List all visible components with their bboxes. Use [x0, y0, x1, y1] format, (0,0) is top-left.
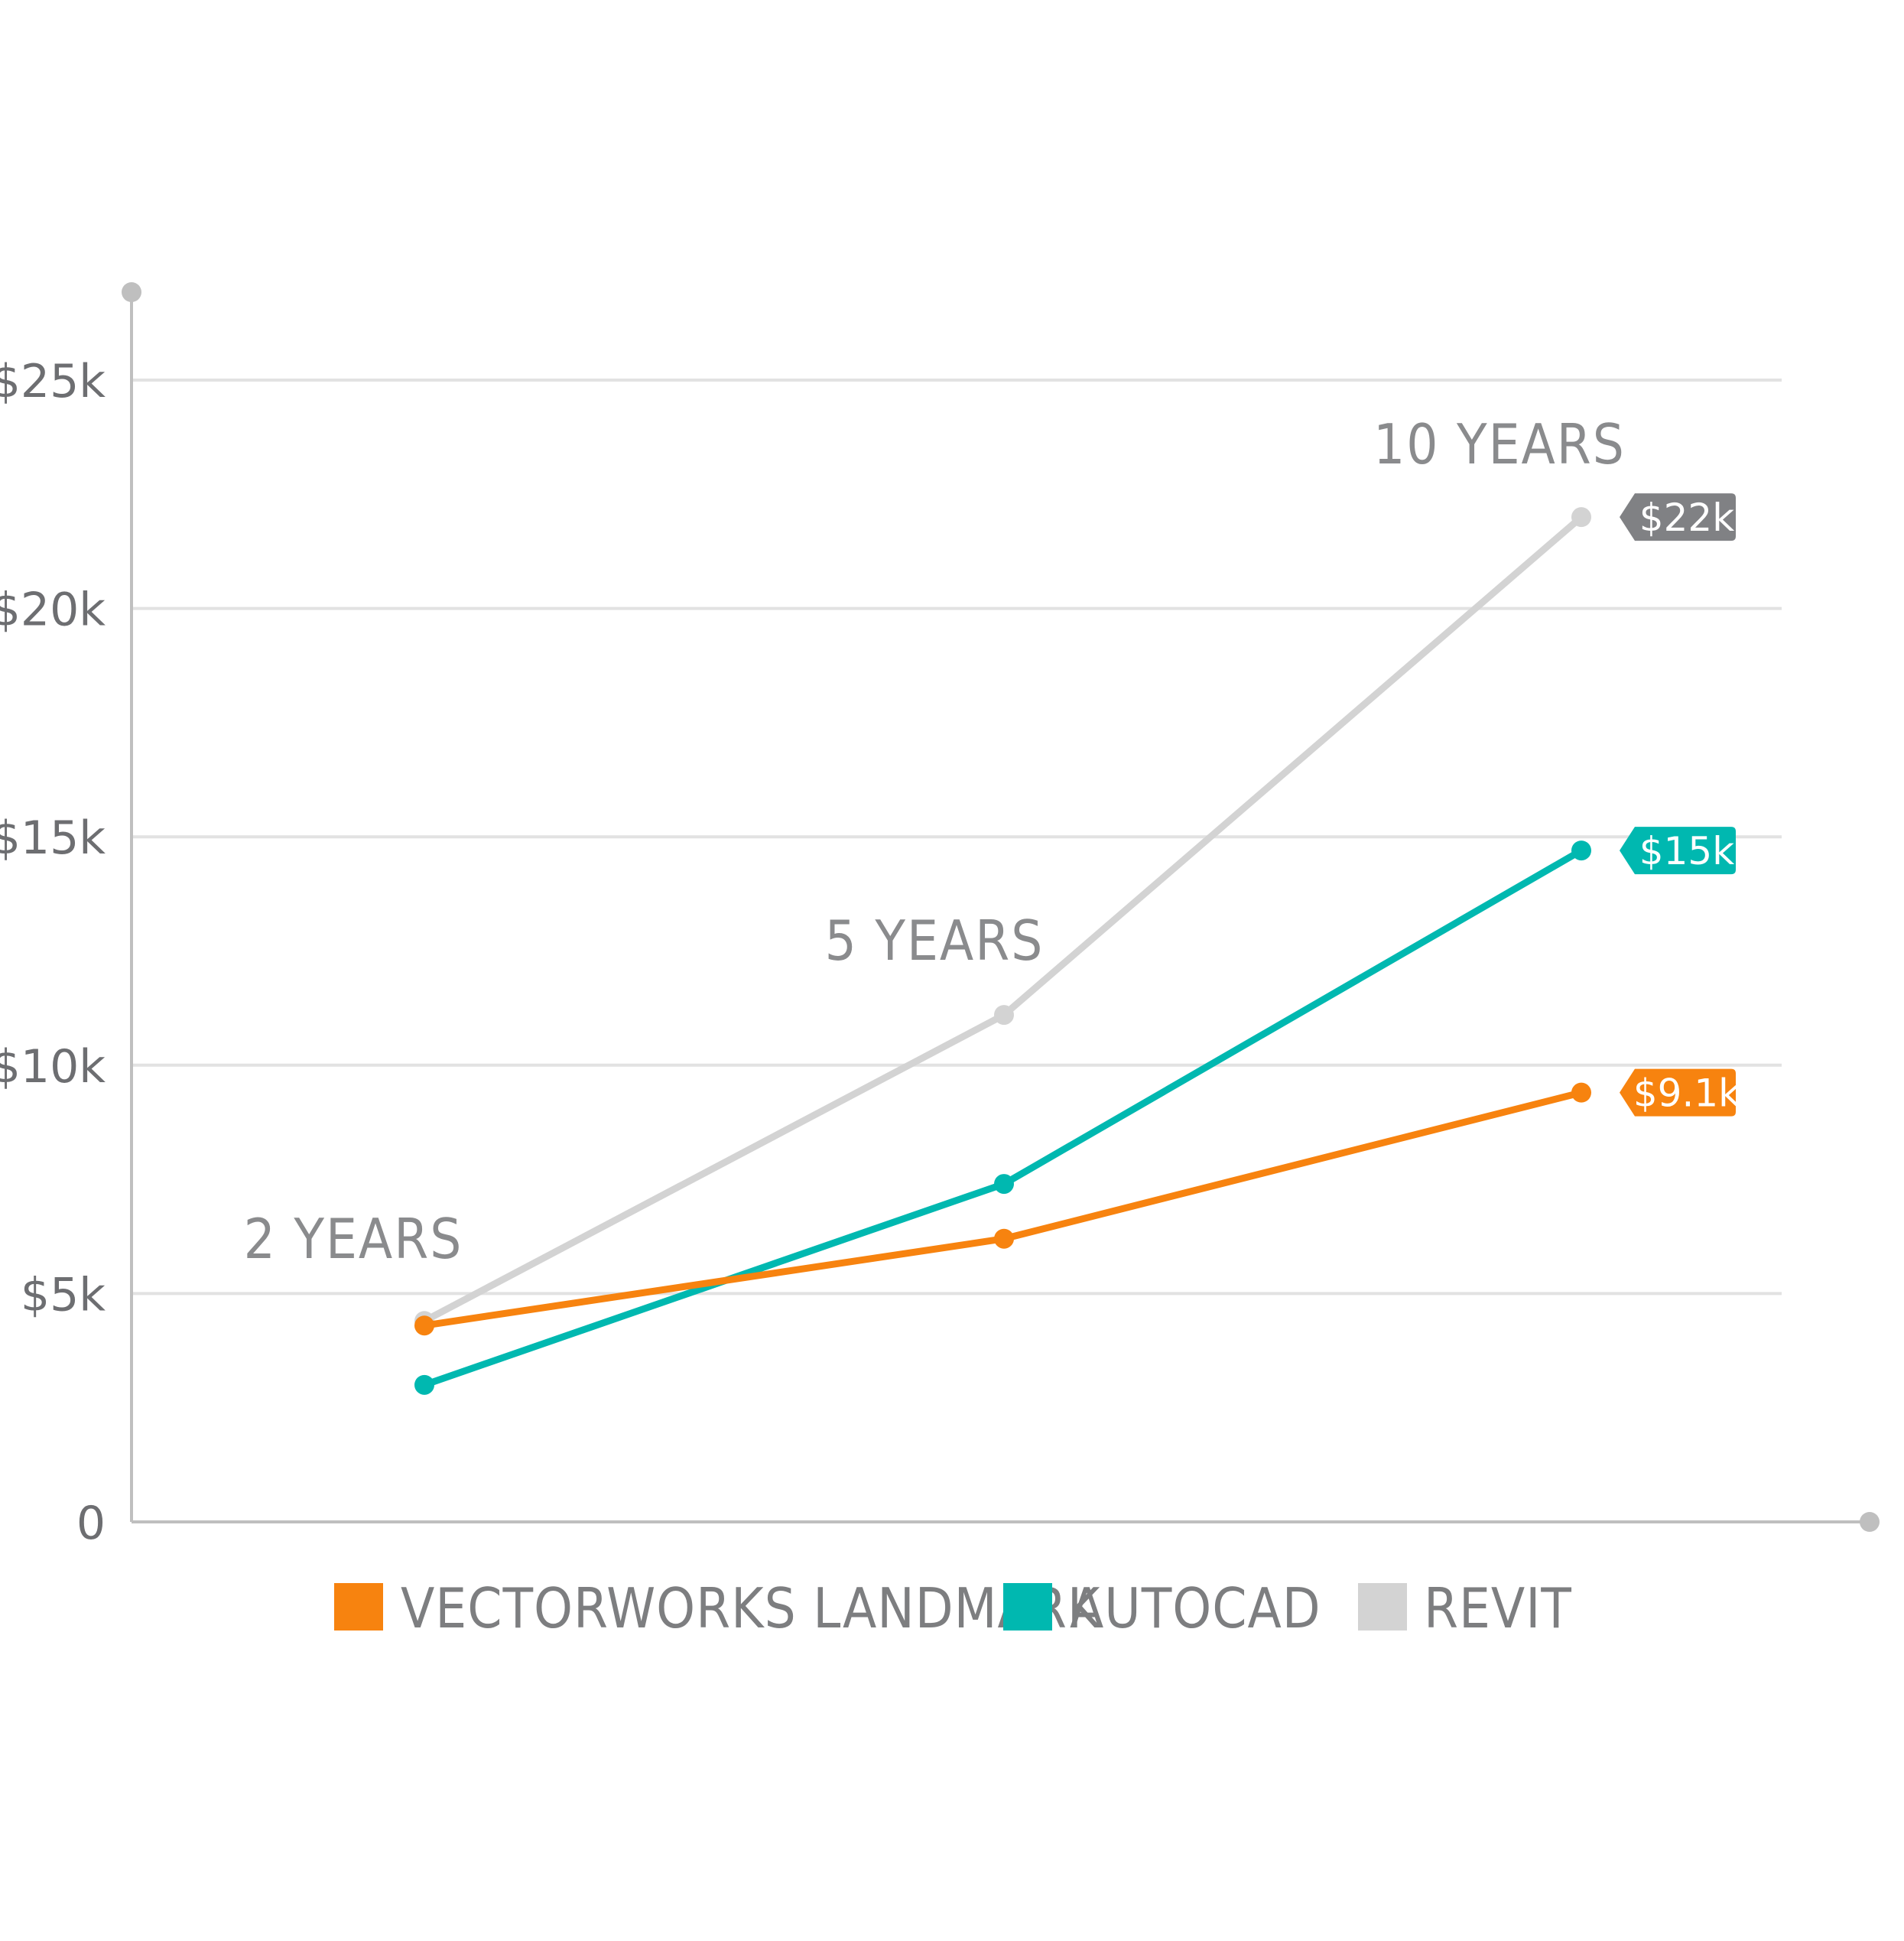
period-labels: 2 YEARS 5 YEARS 10 YEARS [244, 412, 1626, 1271]
y-tick-label: $10k [0, 1040, 106, 1094]
data-point [1571, 507, 1591, 528]
legend-label: AUTOCAD [1070, 1576, 1321, 1640]
data-point [1571, 1082, 1591, 1103]
data-point [1571, 840, 1591, 861]
period-label: 10 YEARS [1373, 412, 1626, 476]
data-point [414, 1315, 434, 1336]
y-tick-label: $15k [0, 811, 106, 865]
gridlines [132, 379, 1782, 1296]
series-lines [414, 507, 1591, 1395]
legend-label: VECTORWORKS LANDMARK [401, 1576, 1101, 1640]
axes [122, 282, 1880, 1532]
period-label: 2 YEARS [244, 1207, 463, 1271]
data-point [414, 1374, 434, 1395]
value-tag [1620, 1068, 1736, 1117]
value-tag [1620, 827, 1736, 875]
data-point [994, 1228, 1014, 1249]
legend-swatch [1358, 1583, 1407, 1631]
value-tag-label: $9.1k [1633, 1071, 1740, 1116]
y-axis-end-dot [122, 282, 141, 302]
y-tick-label: $25k [0, 355, 106, 408]
x-axis-end-dot [1860, 1512, 1880, 1532]
value-tag-label: $22k [1639, 496, 1734, 540]
legend-swatch [1003, 1583, 1052, 1631]
data-point [994, 1174, 1014, 1195]
end-value-tags: $22k $15k $9.1k [1620, 493, 1740, 1117]
data-point [994, 1005, 1014, 1026]
y-tick-label: $5k [21, 1268, 106, 1322]
value-tag-label: $15k [1639, 829, 1734, 873]
legend-label: REVIT [1424, 1576, 1572, 1640]
value-tag [1620, 493, 1736, 541]
y-tick-labels: 0 $5k $10k $15k $20k $25k [0, 355, 106, 1550]
y-tick-label: $20k [0, 584, 106, 637]
series-line [421, 1089, 1585, 1329]
y-tick-label: 0 [76, 1497, 106, 1550]
period-label: 5 YEARS [825, 909, 1045, 973]
legend-swatch [334, 1583, 383, 1631]
